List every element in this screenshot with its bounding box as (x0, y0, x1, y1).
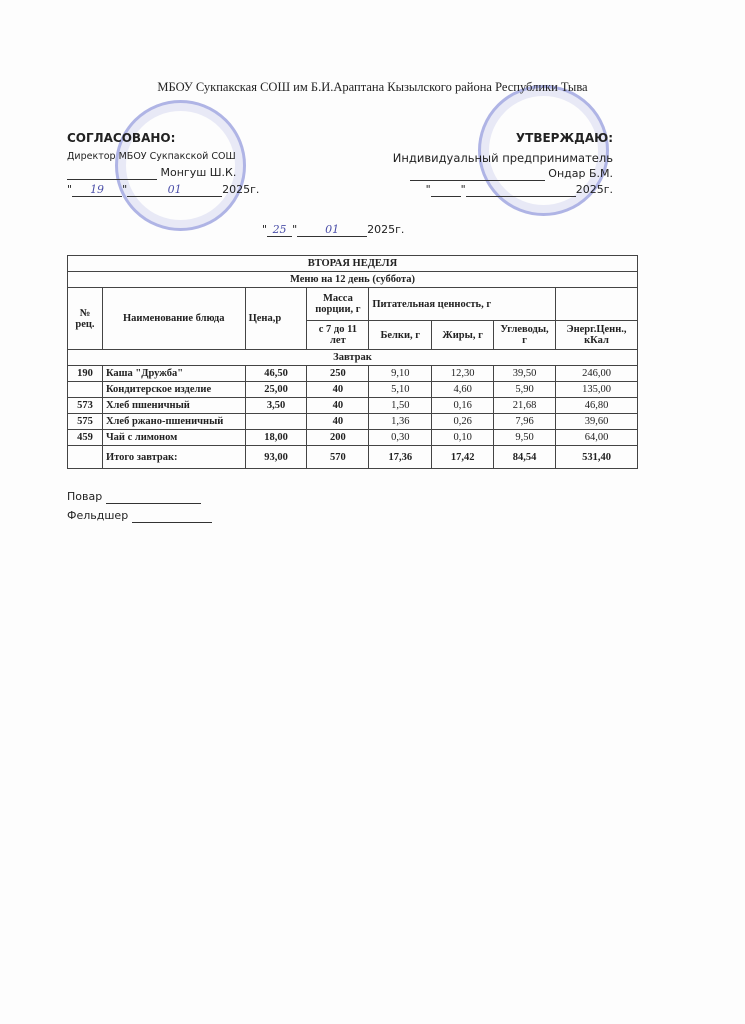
menu-table: ВТОРАЯ НЕДЕЛЯ Меню на 12 день (суббота) … (67, 255, 638, 469)
cell-protein: 1,50 (368, 397, 433, 414)
day-title: Меню на 12 день (суббота) (67, 271, 638, 288)
cell-mass: 40 (306, 381, 370, 398)
cell-fat: 0,16 (431, 397, 495, 414)
cell-num: 573 (67, 397, 103, 414)
header-energy: Энерг.Ценн., кКал (555, 320, 638, 350)
cell-carbs: 21,68 (493, 397, 557, 414)
approve-signature-line: Ондар Б.М. (409, 167, 613, 181)
cell-carbs: 5,90 (493, 381, 557, 398)
cell-energy: 135,00 (555, 381, 638, 398)
approve-title: УТВЕРЖДАЮ: (515, 131, 613, 145)
total-name: Итого завтрак: (101, 445, 246, 469)
cook-label: Повар (67, 490, 103, 503)
header-empty (555, 287, 638, 321)
agreed-year: 2025г. (222, 183, 260, 196)
cell-num: 575 (67, 413, 103, 430)
header-mass: Масса порции, г (306, 287, 370, 321)
agreed-title: СОГЛАСОВАНО: (67, 131, 176, 145)
cell-price: 46,50 (244, 365, 308, 382)
school-stamp (115, 100, 246, 231)
entrepreneur-stamp (478, 85, 609, 216)
agreed-signature-line: Монгуш Ш.К. (67, 166, 236, 180)
total-energy: 531,40 (555, 445, 638, 469)
cell-carbs: 7,96 (493, 413, 557, 430)
table-row: 575 Хлеб ржано-пшеничный 40 1,36 0,26 7,96 39,… (67, 413, 638, 430)
agreed-day: 19 (72, 183, 123, 197)
cell-carbs: 39,50 (493, 365, 557, 382)
approve-date: " " 2025г. (425, 183, 613, 197)
total-price: 93,00 (244, 445, 308, 469)
section-breakfast: Завтрак (67, 349, 638, 366)
cell-mass: 250 (306, 365, 370, 382)
header-age: с 7 до 11 лет (306, 320, 370, 350)
menu-year: 2025г. (367, 223, 405, 236)
cell-fat: 4,60 (431, 381, 495, 398)
cook-signature: Повар (67, 490, 201, 504)
table-row: 459 Чай с лимоном 18,00 200 0,30 0,10 9,50 64,0… (67, 429, 638, 446)
agreed-position: Директор МБОУ Сукпакской СОШ (67, 151, 236, 162)
total-row: Итого завтрак: 93,00 570 17,36 17,42 84,… (67, 445, 638, 469)
cell-energy: 246,00 (555, 365, 638, 382)
approve-name: Ондар Б.М. (548, 167, 613, 180)
menu-date: " 25 " 01 2025г. (262, 223, 405, 237)
total-carbs: 84,54 (493, 445, 557, 469)
cell-protein: 0,30 (368, 429, 433, 446)
cell-carbs: 9,50 (493, 429, 557, 446)
cell-price (244, 413, 308, 430)
menu-day: 25 (267, 223, 293, 237)
cell-name: Каша "Дружба" (101, 365, 246, 382)
cell-name: Хлеб пшеничный (101, 397, 246, 414)
header-protein: Белки, г (368, 320, 433, 350)
table-row: 573 Хлеб пшеничный 3,50 40 1,50 0,16 21,68 46,8… (67, 397, 638, 414)
cell-name: Кондитерское изделие (101, 381, 246, 398)
cell-num: 190 (67, 365, 103, 382)
cell-energy: 46,80 (555, 397, 638, 414)
table-row: Кондитерское изделие 25,00 40 5,10 4,60 5,90 1… (67, 381, 638, 398)
approve-position: Индивидуальный предприниматель (392, 151, 613, 165)
agreed-name: Монгуш Ш.К. (160, 166, 237, 179)
cell-fat: 12,30 (431, 365, 495, 382)
approve-year: 2025г. (575, 183, 613, 196)
cell-protein: 9,10 (368, 365, 433, 382)
cell-protein: 5,10 (368, 381, 433, 398)
cell-price: 25,00 (244, 381, 308, 398)
cell-fat: 0,26 (431, 413, 495, 430)
total-fat: 17,42 (431, 445, 495, 469)
medic-label: Фельдшер (67, 509, 129, 522)
agreed-date: " 19 " 01 2025г. (67, 183, 260, 197)
agreed-month: 01 (127, 183, 223, 197)
header-carbs: Углеводы, г (493, 320, 557, 350)
cell-name: Хлеб ржано-пшеничный (101, 413, 246, 430)
cell-mass: 40 (306, 413, 370, 430)
cell-num: 459 (67, 429, 103, 446)
header-price: Цена,р (244, 287, 308, 350)
table-row: 190 Каша "Дружба" 46,50 250 9,10 12,30 39,50 24… (67, 365, 638, 382)
school-name: МБОУ Сукпакская СОШ им Б.И.Араптана Кызы… (157, 80, 588, 94)
header-name: Наименование блюда (101, 287, 246, 350)
menu-month: 01 (297, 223, 368, 237)
total-num (67, 445, 103, 469)
header-nutrition: Питательная ценность, г (368, 287, 557, 321)
cell-energy: 64,00 (555, 429, 638, 446)
week-title: ВТОРАЯ НЕДЕЛЯ (67, 255, 638, 272)
cell-num (67, 381, 103, 398)
header-num: № рец. (67, 287, 103, 350)
header-fat: Жиры, г (431, 320, 495, 350)
cell-energy: 39,60 (555, 413, 638, 430)
cell-mass: 200 (306, 429, 370, 446)
total-mass: 570 (306, 445, 370, 469)
cell-fat: 0,10 (431, 429, 495, 446)
cell-mass: 40 (306, 397, 370, 414)
cell-price: 18,00 (244, 429, 308, 446)
total-protein: 17,36 (368, 445, 433, 469)
medic-signature: Фельдшер (67, 509, 212, 523)
cell-protein: 1,36 (368, 413, 433, 430)
cell-name: Чай с лимоном (101, 429, 246, 446)
cell-price: 3,50 (244, 397, 308, 414)
